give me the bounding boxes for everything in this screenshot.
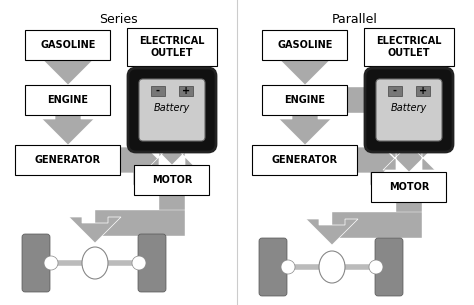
Text: -: - bbox=[156, 86, 160, 96]
FancyBboxPatch shape bbox=[375, 238, 403, 296]
Polygon shape bbox=[383, 144, 435, 172]
Circle shape bbox=[369, 260, 383, 274]
FancyBboxPatch shape bbox=[127, 28, 217, 66]
Text: GENERATOR: GENERATOR bbox=[35, 155, 101, 165]
Text: GASOLINE: GASOLINE bbox=[277, 40, 333, 50]
FancyBboxPatch shape bbox=[135, 165, 210, 195]
Bar bbox=[45, 260, 145, 266]
Polygon shape bbox=[120, 134, 159, 186]
FancyBboxPatch shape bbox=[22, 234, 50, 292]
Bar bbox=[159, 195, 185, 223]
Polygon shape bbox=[69, 217, 121, 243]
Polygon shape bbox=[306, 219, 358, 245]
Circle shape bbox=[281, 260, 295, 274]
FancyBboxPatch shape bbox=[365, 68, 453, 152]
Circle shape bbox=[132, 256, 146, 270]
FancyBboxPatch shape bbox=[128, 68, 216, 152]
Text: ENGINE: ENGINE bbox=[47, 95, 89, 105]
Text: ELECTRICAL
OUTLET: ELECTRICAL OUTLET bbox=[376, 36, 442, 58]
Text: Series: Series bbox=[99, 13, 137, 26]
Bar bbox=[95, 210, 185, 236]
Text: MOTOR: MOTOR bbox=[152, 175, 192, 185]
Polygon shape bbox=[146, 50, 198, 76]
Polygon shape bbox=[42, 59, 94, 85]
Circle shape bbox=[44, 256, 58, 270]
Ellipse shape bbox=[319, 251, 345, 283]
Text: -: - bbox=[393, 86, 397, 96]
FancyBboxPatch shape bbox=[364, 28, 454, 66]
FancyBboxPatch shape bbox=[16, 145, 120, 175]
Text: GENERATOR: GENERATOR bbox=[272, 155, 338, 165]
Bar bbox=[347, 87, 422, 113]
Bar bbox=[332, 212, 422, 238]
Bar bbox=[396, 202, 422, 225]
Polygon shape bbox=[383, 100, 435, 140]
Polygon shape bbox=[279, 115, 331, 145]
Text: Battery: Battery bbox=[154, 103, 190, 113]
Polygon shape bbox=[383, 50, 435, 76]
Text: Battery: Battery bbox=[391, 103, 427, 113]
Text: +: + bbox=[419, 86, 427, 96]
FancyBboxPatch shape bbox=[139, 79, 205, 141]
FancyBboxPatch shape bbox=[179, 86, 193, 96]
FancyBboxPatch shape bbox=[263, 85, 347, 115]
Polygon shape bbox=[146, 139, 198, 170]
FancyBboxPatch shape bbox=[138, 234, 166, 292]
Text: +: + bbox=[182, 86, 190, 96]
FancyBboxPatch shape bbox=[259, 238, 287, 296]
Text: MOTOR: MOTOR bbox=[389, 182, 429, 192]
Bar bbox=[282, 264, 382, 270]
FancyBboxPatch shape bbox=[26, 30, 110, 60]
FancyBboxPatch shape bbox=[26, 85, 110, 115]
FancyBboxPatch shape bbox=[253, 145, 357, 175]
Polygon shape bbox=[357, 134, 396, 186]
Polygon shape bbox=[42, 115, 94, 145]
FancyBboxPatch shape bbox=[416, 86, 430, 96]
FancyBboxPatch shape bbox=[263, 30, 347, 60]
Text: Parallel: Parallel bbox=[332, 13, 378, 26]
Ellipse shape bbox=[82, 247, 108, 279]
Text: ENGINE: ENGINE bbox=[284, 95, 326, 105]
FancyBboxPatch shape bbox=[388, 86, 402, 96]
FancyBboxPatch shape bbox=[376, 79, 442, 141]
FancyBboxPatch shape bbox=[372, 172, 447, 202]
Polygon shape bbox=[279, 59, 331, 85]
Text: ELECTRICAL
OUTLET: ELECTRICAL OUTLET bbox=[139, 36, 205, 58]
Text: GASOLINE: GASOLINE bbox=[40, 40, 96, 50]
FancyBboxPatch shape bbox=[151, 86, 165, 96]
Bar bbox=[396, 87, 422, 160]
